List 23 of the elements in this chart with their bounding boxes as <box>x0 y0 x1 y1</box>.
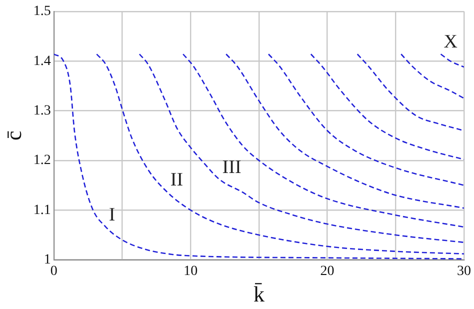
y-axis-title: c̄ <box>0 130 26 140</box>
x-axis-title: k̄ <box>253 282 264 307</box>
y-tick-label: 1.4 <box>33 54 51 69</box>
y-tick-label: 1.2 <box>33 153 51 168</box>
x-tick-label: 0 <box>50 264 58 279</box>
x-tick-label: 10 <box>184 264 198 279</box>
annotation: II <box>170 170 184 191</box>
line-series <box>182 53 464 228</box>
line-series <box>268 53 464 186</box>
y-tick-label: 1.3 <box>33 103 51 118</box>
y-tick-label: 1 <box>44 252 51 268</box>
y-tick-label: 1.5 <box>33 4 51 20</box>
line-series <box>400 53 464 99</box>
line-series <box>310 53 464 160</box>
annotation: III <box>222 156 242 178</box>
x-tick-label: 20 <box>320 264 334 279</box>
line-series <box>138 53 464 244</box>
x-tick-label: 30 <box>457 264 471 279</box>
y-tick-label: 1.1 <box>33 202 51 218</box>
line-series <box>225 53 464 209</box>
annotation: X <box>444 32 458 53</box>
line-series <box>356 53 464 132</box>
annotation: I <box>108 204 116 226</box>
